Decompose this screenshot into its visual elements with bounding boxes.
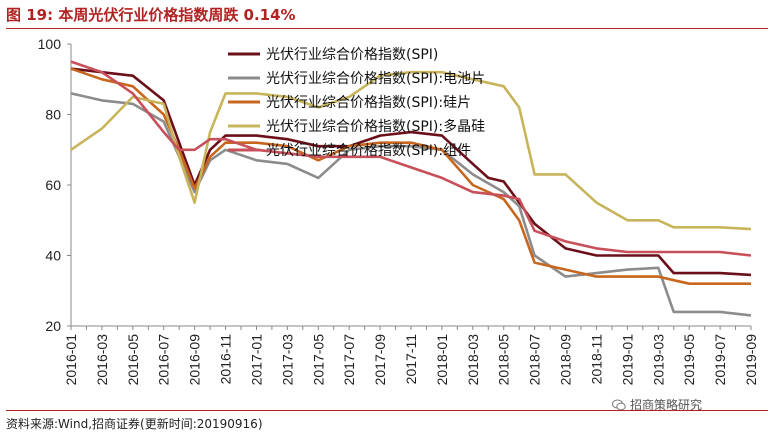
legend-label-2: 光伏行业综合价格指数(SPI):电池片 [266, 71, 485, 87]
x-tick-label: 2019-01 [619, 334, 635, 386]
x-tick-label: 2017-07 [341, 334, 357, 386]
source-note: 资料来源:Wind,招商证券(更新时间:20190916) [6, 417, 263, 431]
legend-label-3: 光伏行业综合价格指数(SPI):硅片 [266, 95, 471, 111]
x-tick-label: 2019-05 [681, 334, 697, 386]
x-tick-label: 2016-07 [156, 334, 172, 386]
x-tick-label: 2017-11 [403, 334, 419, 385]
x-tick-label: 2019-03 [650, 334, 666, 386]
x-tick-label: 2018-03 [465, 334, 481, 386]
watermark-text: 招商策略研究 [630, 398, 703, 412]
x-tick-label: 2017-05 [310, 334, 326, 386]
x-tick-label: 2016-03 [94, 334, 110, 386]
x-tick-label: 2017-03 [279, 334, 295, 386]
y-tick-label: 60 [45, 177, 61, 193]
y-tick-label: 40 [45, 248, 61, 264]
series-line-1 [70, 67, 752, 277]
x-tick-label: 2018-07 [527, 334, 543, 386]
x-tick-label: 2016-01 [63, 334, 79, 386]
y-tick-label: 80 [45, 107, 61, 123]
figure-title: 图 19: 本周光伏行业价格指数周跌 0.14% [6, 6, 296, 24]
x-tick-label: 2016-11 [218, 334, 234, 385]
x-tick-label: 2016-09 [187, 334, 203, 386]
legend-label-5: 光伏行业综合价格指数(SPI):组件 [266, 143, 471, 159]
title-divider [6, 28, 768, 29]
x-tick-label: 2019-09 [743, 334, 759, 386]
legend-label-1: 光伏行业综合价格指数(SPI) [266, 47, 438, 63]
series-line-4 [70, 70, 752, 231]
x-tick-label: 2018-11 [588, 334, 604, 385]
legend-label-4: 光伏行业综合价格指数(SPI):多晶硅 [266, 118, 485, 135]
series-line-5 [70, 60, 752, 257]
series-line-3 [70, 67, 751, 285]
x-tick-label: 2016-05 [125, 334, 141, 386]
y-tick-label: 100 [38, 36, 62, 52]
x-tick-label: 2018-09 [558, 334, 574, 386]
x-tick-label: 2017-09 [372, 334, 388, 386]
x-tick-label: 2019-07 [712, 334, 728, 386]
x-tick-label: 2018-05 [496, 334, 512, 386]
footer-divider [6, 410, 768, 411]
wechat-icon [612, 399, 626, 410]
watermark: 招商策略研究 [612, 396, 702, 413]
y-tick-label: 20 [45, 318, 61, 334]
x-tick-label: 2018-01 [434, 334, 450, 386]
x-tick-label: 2017-01 [248, 334, 264, 386]
